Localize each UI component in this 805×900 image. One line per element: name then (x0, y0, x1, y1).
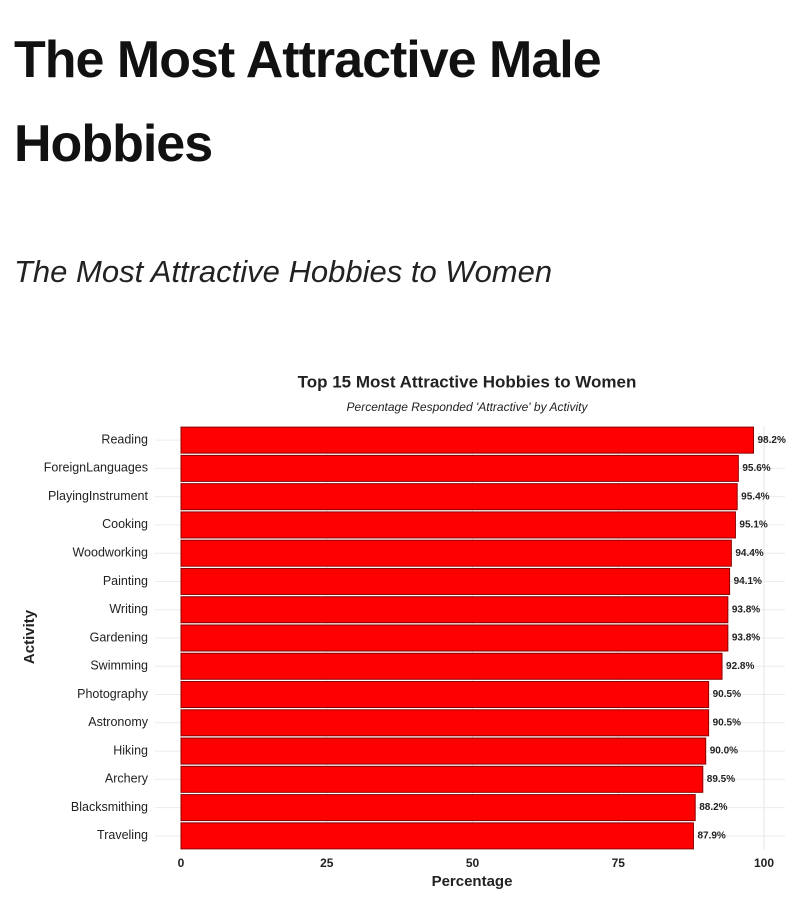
y-tick-label: ForeignLanguages (44, 461, 148, 475)
subheadline: The Most Attractive Hobbies to Women (14, 254, 553, 289)
value-label: 95.6% (742, 463, 770, 474)
y-tick-label: Swimming (90, 659, 148, 673)
x-tick-label: 75 (612, 856, 626, 870)
y-tick-label: Astronomy (88, 715, 148, 729)
value-label: 98.2% (758, 435, 786, 446)
y-tick-label: Traveling (97, 828, 148, 842)
value-label: 92.8% (726, 661, 754, 672)
chart-title: Top 15 Most Attractive Hobbies to Women (298, 372, 637, 391)
y-axis-label: Activity (21, 609, 38, 664)
bar (180, 794, 696, 822)
bar (180, 624, 729, 652)
y-tick-label: Woodworking (72, 545, 148, 559)
x-tick-label: 50 (466, 856, 480, 870)
bar (180, 737, 707, 765)
bar (180, 483, 738, 511)
bar (180, 652, 723, 680)
value-label: 90.5% (713, 689, 741, 700)
y-tick-label: Reading (101, 432, 148, 446)
y-tick-label: Photography (77, 687, 149, 701)
y-tick-label: Hiking (113, 743, 148, 757)
y-tick-label: Gardening (90, 630, 148, 644)
bar (180, 596, 729, 624)
x-tick-label: 0 (178, 856, 185, 870)
y-tick-label: Cooking (102, 517, 148, 531)
y-tick-label: Writing (109, 602, 148, 616)
x-tick-label: 100 (754, 856, 774, 870)
value-label: 93.8% (732, 633, 760, 644)
value-label: 95.1% (739, 520, 767, 531)
bar (180, 567, 731, 595)
bar (180, 765, 704, 793)
bar (180, 709, 710, 737)
x-tick-label: 25 (320, 856, 334, 870)
value-label: 94.4% (735, 548, 763, 559)
value-label: 95.4% (741, 491, 769, 502)
bar (180, 822, 694, 850)
x-axis-label: Percentage (432, 873, 513, 890)
bar (180, 454, 739, 482)
bar (180, 511, 736, 539)
y-tick-label: Blacksmithing (71, 800, 148, 814)
bar (180, 426, 755, 454)
bar (180, 539, 732, 567)
value-label: 93.8% (732, 604, 760, 615)
y-tick-label: PlayingInstrument (48, 489, 149, 503)
value-label: 94.1% (734, 576, 762, 587)
headline: The Most Attractive Male Hobbies (14, 31, 602, 173)
value-label: 90.0% (710, 746, 738, 757)
value-label: 88.2% (699, 802, 727, 813)
value-label: 89.5% (707, 774, 735, 785)
y-tick-label: Archery (105, 772, 149, 786)
chart-subtitle: Percentage Responded 'Attractive' by Act… (347, 400, 589, 414)
value-label: 87.9% (697, 831, 725, 842)
value-label: 90.5% (713, 717, 741, 728)
y-tick-label: Painting (103, 574, 148, 588)
bar (180, 681, 710, 709)
